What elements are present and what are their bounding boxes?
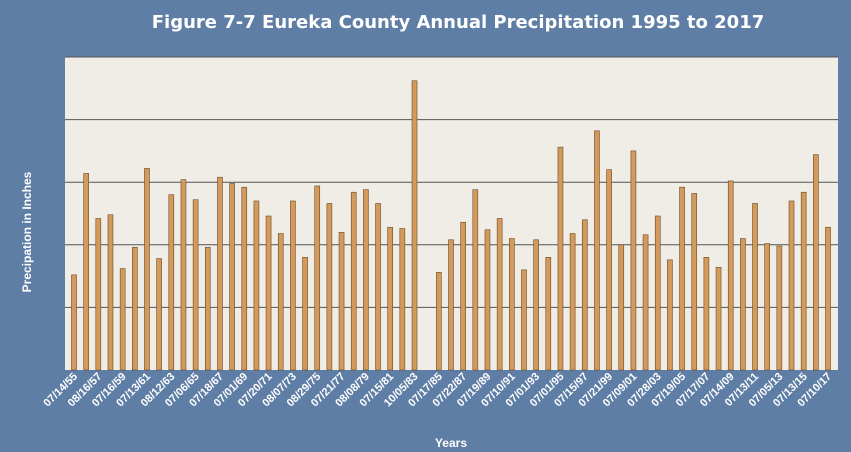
bar: [302, 257, 308, 371]
bar: [764, 243, 770, 371]
bar: [229, 183, 235, 371]
bar: [180, 179, 187, 371]
bar: [314, 185, 321, 371]
bar: [326, 203, 333, 371]
x-tick-labels: 07/14/5508/16/5707/16/5907/13/6108/12/63…: [41, 371, 834, 410]
bar: [667, 259, 673, 371]
bar: [776, 245, 783, 371]
bar: [618, 244, 625, 371]
chart-title: Figure 7-7 Eureka County Annual Precipit…: [152, 12, 765, 33]
bar: [472, 189, 479, 371]
bar: [581, 219, 588, 371]
bar: [350, 191, 357, 371]
bar: [290, 200, 296, 371]
bar: [740, 238, 746, 371]
bar: [679, 186, 685, 371]
bar: [265, 215, 272, 371]
x-axis-label: Years: [435, 436, 467, 450]
bar: [703, 257, 710, 371]
bar: [253, 200, 260, 371]
bar: [83, 173, 89, 371]
bar: [594, 130, 600, 371]
bar: [484, 229, 491, 371]
bar: [727, 180, 734, 371]
bar: [630, 150, 637, 371]
bar: [521, 269, 527, 371]
bar: [496, 218, 503, 371]
bar: [460, 221, 466, 371]
bar: [277, 233, 284, 371]
bar: [691, 193, 698, 371]
bar: [752, 203, 758, 371]
bar: [715, 267, 722, 371]
bar: [119, 268, 126, 371]
bar: [545, 257, 552, 371]
bar: [569, 233, 576, 371]
bar: [533, 239, 539, 371]
bar: [448, 239, 454, 371]
bar: [95, 218, 102, 371]
bar: [168, 194, 175, 371]
bar: [399, 228, 406, 371]
bar: [654, 215, 661, 371]
bar: [204, 247, 211, 371]
bar: [509, 238, 515, 371]
bar: [338, 231, 345, 371]
bar: [800, 191, 807, 371]
bar: [192, 199, 199, 371]
bar: [606, 169, 612, 371]
bar: [825, 226, 831, 371]
bar: [436, 272, 442, 371]
y-axis-label: Precipation in Inches: [20, 171, 34, 292]
bar: [387, 226, 393, 371]
bar: [132, 247, 138, 371]
bar: [156, 258, 162, 371]
bar: [375, 203, 381, 371]
bar: [788, 200, 795, 371]
bar: [241, 186, 248, 371]
bar: [411, 80, 418, 371]
bar: [642, 234, 649, 371]
bar: [144, 168, 150, 371]
bar: [363, 189, 369, 371]
bars: [71, 80, 831, 371]
bar: [813, 154, 819, 371]
bar: [217, 176, 223, 371]
bar: [557, 146, 564, 371]
bar: [107, 214, 114, 371]
bar: [71, 274, 77, 371]
